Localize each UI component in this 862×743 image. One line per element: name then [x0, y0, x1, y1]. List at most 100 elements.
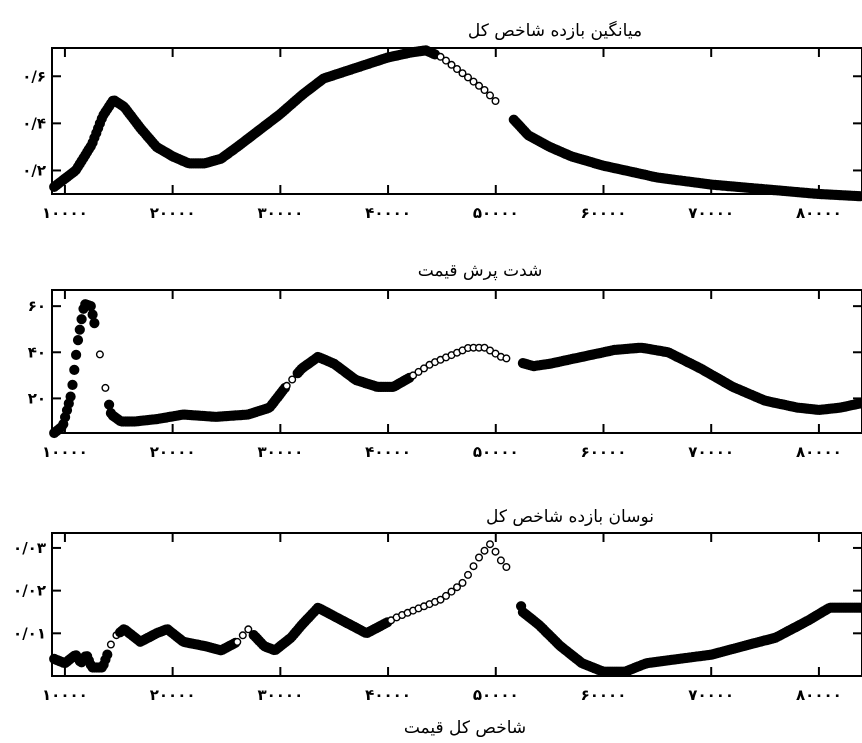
data-point — [502, 354, 511, 363]
x-tick-label: ۴۰۰۰۰ — [365, 686, 411, 704]
data-point — [486, 540, 495, 549]
data-point — [89, 318, 100, 329]
data-point — [469, 562, 478, 571]
data-point — [71, 349, 82, 360]
x-tick-label: ۳۰۰۰۰ — [257, 686, 303, 704]
x-tick-label: ۸۰۰۰۰ — [796, 204, 842, 222]
x-tick-label: ۸۰۰۰۰ — [796, 686, 842, 704]
data-point — [102, 649, 113, 660]
y-tick-label: ۰/۰۲ — [13, 582, 46, 600]
x-tick-label: ۷۰۰۰۰ — [688, 443, 734, 461]
data-point — [244, 625, 253, 634]
x-tick-label: ۵۰۰۰۰ — [473, 443, 519, 461]
data-point — [458, 69, 467, 78]
data-point — [469, 77, 478, 86]
data-point — [854, 602, 862, 613]
x-tick-label: ۷۰۰۰۰ — [688, 204, 734, 222]
x-tick-label: ۶۰۰۰۰ — [581, 686, 627, 704]
y-tick-label: ۶۰ — [28, 297, 46, 315]
data-point — [486, 91, 495, 100]
data-point — [442, 591, 451, 600]
x-tick-label: ۸۰۰۰۰ — [796, 443, 842, 461]
x-tick-label: ۴۰۰۰۰ — [365, 204, 411, 222]
x-tick-label: ۲۰۰۰۰ — [150, 686, 196, 704]
data-point — [453, 64, 462, 73]
x-tick-label: ۱۰۰۰۰ — [42, 443, 88, 461]
y-ticks: ۰/۰۱ ۰/۰۲ ۰/۰۳ — [13, 539, 862, 642]
data-point — [491, 547, 500, 556]
data-points — [49, 45, 862, 202]
data-point — [288, 375, 297, 384]
x-tick-label: ۳۰۰۰۰ — [257, 443, 303, 461]
data-point — [475, 81, 484, 90]
data-point — [480, 546, 489, 555]
data-point — [436, 52, 445, 61]
y-tick-label: ۲۰ — [28, 389, 46, 407]
data-point — [74, 324, 85, 335]
data-point — [238, 631, 247, 640]
data-point — [409, 371, 418, 380]
x-tick-label: ۶۰۰۰۰ — [581, 443, 627, 461]
y-tick-label: ۰/۴ — [22, 114, 46, 132]
panel-mean-return: میانگین بازده شاخص کل ۰/۲ ۰/۴ ۰/۶ ۱۰۰۰۰ ۲۰۰… — [22, 20, 862, 222]
data-point — [491, 96, 500, 105]
data-point — [69, 364, 80, 375]
plot-frame — [51, 532, 862, 677]
data-point — [233, 637, 242, 646]
x-tick-label: ۱۰۰۰۰ — [42, 686, 88, 704]
x-ticks: ۱۰۰۰۰ ۲۰۰۰۰ ۳۰۰۰۰ ۴۰۰۰۰ ۵۰۰۰۰ ۶۰۰۰۰ ۷۰۰۰۰ ۸۰۰۰۰ — [42, 48, 842, 222]
data-point — [447, 587, 456, 596]
plot-frame — [51, 289, 862, 434]
data-point — [854, 191, 862, 202]
data-point — [85, 301, 96, 312]
data-point — [453, 583, 462, 592]
data-point — [65, 391, 76, 402]
data-point — [87, 309, 98, 320]
data-point — [496, 556, 505, 565]
data-point — [106, 640, 115, 649]
data-point — [104, 399, 115, 410]
y-ticks: ۰/۲ ۰/۴ ۰/۶ — [22, 67, 862, 179]
x-ticks: ۱۰۰۰۰ ۲۰۰۰۰ ۳۰۰۰۰ ۴۰۰۰۰ ۵۰۰۰۰ ۶۰۰۰۰ ۷۰۰۰۰ ۸۰۰۰۰ — [42, 290, 842, 461]
x-tick-label: ۲۰۰۰۰ — [150, 204, 196, 222]
x-tick-label: ۱۰۰۰۰ — [42, 204, 88, 222]
x-ticks: ۱۰۰۰۰ ۲۰۰۰۰ ۳۰۰۰۰ ۴۰۰۰۰ ۵۰۰۰۰ ۶۰۰۰۰ ۷۰۰۰۰ ۸۰۰۰۰ — [42, 533, 842, 704]
data-point — [436, 595, 445, 604]
data-point — [442, 56, 451, 65]
x-tick-label: ۳۰۰۰۰ — [257, 204, 303, 222]
data-point — [95, 350, 104, 359]
data-point — [854, 398, 862, 409]
y-tick-label: ۰/۰۱ — [13, 624, 46, 642]
data-point — [101, 383, 110, 392]
x-tick-label: ۵۰۰۰۰ — [473, 686, 519, 704]
panel-title: شدت پرش قیمت — [418, 261, 543, 281]
y-tick-label: ۰/۶ — [22, 67, 46, 85]
data-point — [282, 381, 291, 390]
y-tick-label: ۰/۰۳ — [13, 539, 46, 557]
data-points — [49, 299, 862, 439]
y-tick-label: ۰/۲ — [22, 161, 46, 179]
data-point — [480, 85, 489, 94]
data-point — [414, 367, 423, 376]
data-point — [464, 570, 473, 579]
panel-volatility: نوسان بازده شاخص کل ۰/۰۱ ۰/۰۲ ۰/۰۳ ۱۰۰۰۰ ۲۰… — [13, 507, 862, 704]
x-tick-label: ۵۰۰۰۰ — [473, 204, 519, 222]
panel-jump-intensity: شدت پرش قیمت ۲۰ ۴۰ ۶۰ ۱۰۰۰۰ ۲۰۰۰۰ ۳۰۰۰۰ ۴۰۰۰۰… — [28, 261, 862, 461]
panel-title: نوسان بازده شاخص کل — [486, 507, 654, 527]
panel-title: میانگین بازده شاخص کل — [468, 20, 642, 41]
data-point — [72, 335, 84, 346]
data-point — [447, 60, 456, 69]
data-point — [76, 314, 87, 325]
data-point — [420, 364, 429, 373]
data-point — [67, 379, 78, 390]
x-tick-label: ۲۰۰۰۰ — [150, 443, 196, 461]
x-tick-label: ۶۰۰۰۰ — [581, 204, 627, 222]
data-point — [475, 553, 484, 562]
y-tick-label: ۴۰ — [28, 343, 46, 361]
data-point — [458, 578, 467, 587]
data-points — [49, 540, 862, 677]
x-tick-label: ۴۰۰۰۰ — [365, 443, 411, 461]
x-axis-label: شاخص کل قیمت — [404, 718, 526, 738]
y-ticks: ۲۰ ۴۰ ۶۰ — [28, 297, 862, 407]
data-point — [502, 563, 511, 572]
